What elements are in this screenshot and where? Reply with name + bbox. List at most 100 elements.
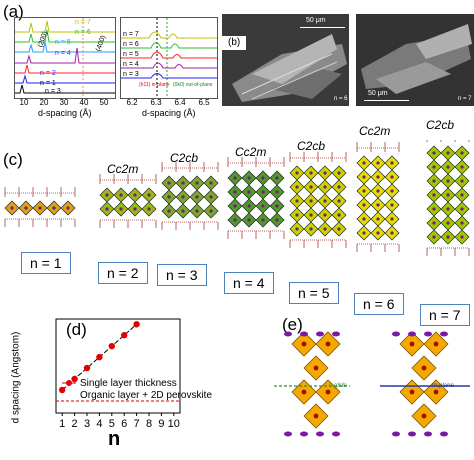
octahedra-stack-n3: [161, 162, 219, 230]
space-group-label: C2cb: [170, 151, 199, 165]
panel-label-d: (d): [66, 320, 87, 339]
sem-image-n7: 50 μm n = 7: [356, 14, 474, 106]
metal-atom: [275, 176, 279, 180]
xrd-wide-series-4: [15, 47, 115, 64]
glide-label: c-glide: [329, 383, 347, 389]
n-box: n = 5: [289, 282, 339, 304]
metal-atom: [295, 227, 299, 231]
metal-atom: [460, 207, 464, 211]
n-box: n = 6: [354, 293, 404, 315]
metal-atom: [261, 204, 265, 208]
octahedra-stack-n6: [356, 142, 400, 252]
metal-atom: [247, 176, 251, 180]
metal-atom: [376, 161, 380, 165]
metal-atom: [432, 179, 436, 183]
metal-atom: [275, 190, 279, 194]
metal-atom: [209, 209, 213, 213]
symmetry-structures-svg: [274, 331, 470, 437]
metal-atom: [446, 221, 450, 225]
xrd-zoom-xtick: 6.3: [150, 98, 162, 107]
metal-atom: [275, 204, 279, 208]
metal-atom: [376, 231, 380, 235]
xrd-wide-xtick: 30: [59, 98, 69, 107]
metal-atom: [409, 341, 415, 347]
xrd-zoom-legend-in-plane: (h11) in-plane: [139, 82, 170, 88]
space-group-label: C2cb: [426, 118, 455, 132]
metal-atom: [233, 218, 237, 222]
cation: [332, 431, 340, 437]
d-chart-frame: [55, 318, 181, 414]
metal-atom: [446, 179, 450, 183]
d-chart-legend-marker: [66, 380, 72, 386]
cation: [408, 431, 416, 437]
crystal-structures: [0, 132, 474, 315]
d-chart-xtick-label: 8: [146, 418, 152, 430]
panel-label-c: (c): [3, 150, 23, 169]
metal-atom: [167, 195, 171, 199]
cation: [408, 331, 416, 337]
xrd-wide-label-n6: n = 6: [75, 29, 91, 36]
n-box: n = 1: [21, 252, 71, 274]
metal-atom: [323, 171, 327, 175]
metal-atom: [323, 185, 327, 189]
xrd-zoom-legend-out-plane: (0k0) out-of-plane: [173, 82, 213, 88]
d-chart-xtick-label: 1: [59, 418, 65, 430]
xrd-wide-series-6: [15, 29, 115, 43]
metal-atom: [432, 221, 436, 225]
d-chart-point: [133, 321, 140, 328]
metal-atom: [105, 207, 109, 211]
metal-atom: [119, 193, 123, 197]
metal-atom: [432, 193, 436, 197]
metal-atom: [295, 199, 299, 203]
metal-atom: [325, 389, 331, 395]
metal-atom: [390, 217, 394, 221]
metal-atom: [390, 175, 394, 179]
metal-atom: [421, 365, 427, 371]
cation: [316, 331, 324, 337]
n-box: n = 4: [224, 272, 274, 294]
xrd-wide-xtick: 20: [39, 98, 49, 107]
panel-label-a: (a): [3, 2, 24, 21]
d-chart-xlabel: n: [108, 428, 121, 450]
metal-atom: [337, 227, 341, 231]
metal-atom: [301, 341, 307, 347]
xrd-zoom-series-4: [121, 62, 217, 69]
metal-atom: [432, 235, 436, 239]
cation: [300, 331, 308, 337]
metal-atom: [390, 203, 394, 207]
xrd-zoom-label-n5: n = 5: [123, 51, 139, 58]
metal-atom: [295, 185, 299, 189]
sem-n-label-n7: n = 7: [458, 96, 472, 102]
metal-atom: [247, 190, 251, 194]
panel-label-e: (e): [282, 315, 303, 334]
d-chart-xtick-label: 3: [84, 418, 90, 430]
metal-atom: [261, 190, 265, 194]
cation: [284, 331, 292, 337]
metal-atom: [209, 181, 213, 185]
cation: [424, 331, 432, 337]
metal-atom: [446, 193, 450, 197]
metal-atom: [376, 189, 380, 193]
sem-crystal-texture-n6: [222, 14, 349, 106]
metal-atom: [313, 365, 319, 371]
metal-atom: [325, 341, 331, 347]
metal-atom: [261, 218, 265, 222]
xrd-wide-plot: n = 7 n = 6 n = 5 n = 4 n = 2 n = 1 n = …: [14, 17, 116, 99]
d-chart-point: [121, 332, 128, 339]
d-chart-xtick-label: 10: [168, 418, 180, 430]
metal-atom: [323, 227, 327, 231]
sem-panel-label-b: (b): [222, 36, 247, 50]
metal-atom: [446, 151, 450, 155]
metal-atom: [247, 218, 251, 222]
sem-n-label-n6: n = 6: [334, 96, 348, 102]
sem-image-n6: (b) 50 μm n = 6: [222, 14, 349, 106]
metal-atom: [119, 207, 123, 211]
metal-atom: [181, 195, 185, 199]
metal-atom: [446, 165, 450, 169]
d-chart-legend-ref: Organic layer + 2D perovskite: [80, 390, 213, 401]
cation: [440, 431, 448, 437]
octahedra-stack-n1: [4, 187, 76, 227]
cation: [332, 331, 340, 337]
octahedra-stack-n5: [289, 152, 347, 248]
metal-atom: [376, 217, 380, 221]
